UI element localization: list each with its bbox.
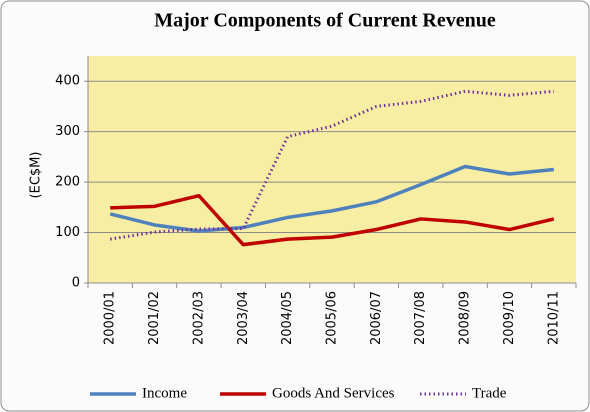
chart-title: Major Components of Current Revenue bbox=[154, 10, 496, 32]
x-tick-label: 2002/03 bbox=[191, 291, 206, 345]
legend-label: Goods And Services bbox=[272, 385, 395, 401]
y-axis-label: (EC$M) bbox=[29, 152, 44, 199]
x-tick-label: 2008/09 bbox=[458, 291, 473, 345]
y-tick-label: 300 bbox=[55, 124, 80, 139]
plot-area bbox=[88, 56, 576, 283]
y-tick-label: 400 bbox=[55, 74, 80, 89]
x-tick-label: 2009/10 bbox=[502, 291, 517, 345]
y-tick-label: 100 bbox=[55, 225, 80, 240]
x-tick-label: 2004/05 bbox=[280, 291, 295, 345]
x-tick-label: 2000/01 bbox=[103, 291, 118, 345]
y-tick-label: 0 bbox=[72, 276, 80, 291]
x-tick-label: 2005/06 bbox=[325, 291, 340, 345]
legend-label: Income bbox=[142, 385, 187, 401]
x-tick-label: 2007/08 bbox=[413, 291, 428, 345]
x-tick-label: 2006/07 bbox=[369, 291, 384, 345]
series-line bbox=[110, 193, 555, 247]
plot: 0 100 200 300 400 2000/01 2001/02 2002/03 2003/0… bbox=[55, 56, 577, 401]
x-tick-label: 2001/02 bbox=[147, 291, 162, 345]
legend-label: Trade bbox=[472, 385, 507, 401]
y-tick-label: 200 bbox=[55, 175, 80, 190]
x-tick-label: 2003/04 bbox=[236, 291, 251, 345]
x-tick-label: 2010/11 bbox=[546, 291, 561, 345]
series-line bbox=[109, 164, 554, 233]
